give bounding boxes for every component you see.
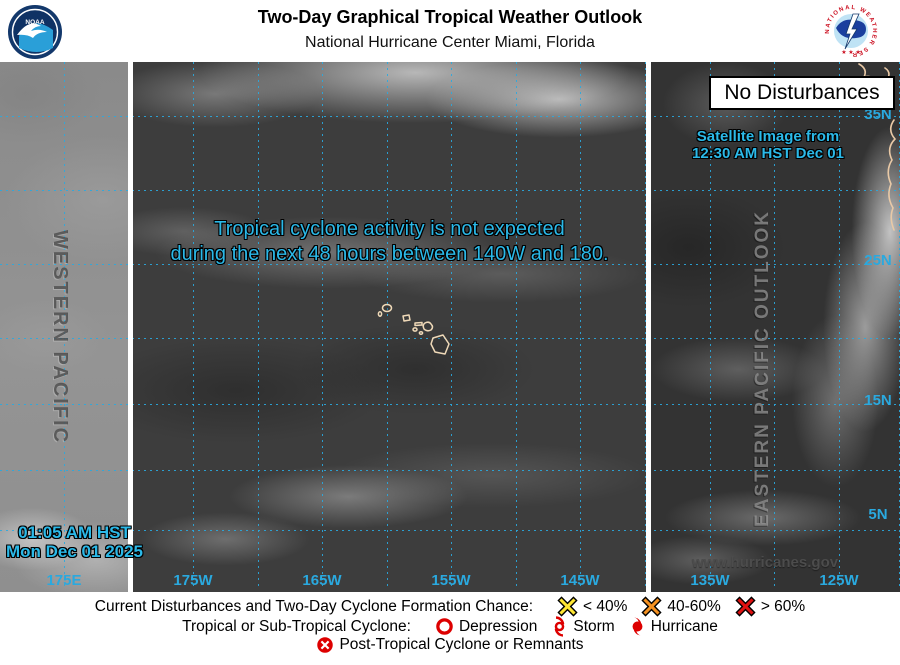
svg-text:★ ★ ★: ★ ★ ★ [841,49,860,56]
legend-item-depression: Depression [435,617,537,636]
legend-item-low-chance: < 40% [557,596,627,617]
no-disturbances-banner: No Disturbances [709,76,895,110]
outlook-message: Tropical cyclone activity is not expecte… [133,217,646,267]
longitude-gridline [322,62,323,590]
longitude-gridline [387,62,388,590]
longitude-gridline [839,62,840,590]
svg-text:NOAA: NOAA [25,19,44,26]
issuance-date: Mon Dec 01 2025 [6,542,144,561]
legend-item-storm: Storm [551,616,615,637]
latitude-gridline [0,530,900,531]
legend: Current Disturbances and Two-Day Cyclone… [0,592,900,665]
x-mid-chance-icon [641,596,662,617]
panel-divider [646,62,651,592]
longitude-label: 175E [46,572,82,589]
legend-low-chance-text: < 40% [583,597,628,615]
latitude-gridline [0,470,900,471]
latitude-label: 15N [864,392,892,409]
longitude-gridline [710,62,711,590]
x-low-chance-icon [557,596,578,617]
satellite-caption: Satellite Image from 12:30 AM HST Dec 01 [658,128,878,162]
latitude-label: 35N [864,106,892,123]
legend-post-tropical-text: Post-Tropical Cyclone or Remnants [339,636,584,653]
outlook-message-line2: during the next 48 hours between 140W an… [170,243,609,265]
outlook-message-line1: Tropical cyclone activity is not expecte… [214,218,565,240]
legend-cyclone-label: Tropical or Sub-Tropical Cyclone: [182,617,411,635]
longitude-label: 165W [302,572,342,589]
central-pacific-panel [133,62,646,592]
longitude-gridline [516,62,517,590]
latitude-gridline [0,116,900,117]
hurricane-icon [632,617,643,636]
legend-item-hurricane: Hurricane [629,616,718,637]
satellite-caption-line2: 12:30 AM HST Dec 01 [691,145,844,162]
post-tropical-icon [317,637,334,653]
satellite-caption-line1: Satellite Image from [696,128,840,145]
latitude-gridline [0,264,900,265]
legend-item-mid-chance: 40-60% [641,596,721,617]
page-subtitle: National Hurricane Center Miami, Florida [305,34,595,51]
latitude-label: 5N [868,506,888,523]
longitude-label: 125W [819,572,859,589]
legend-line-chances: Current Disturbances and Two-Day Cyclone… [0,596,900,617]
longitude-gridline [64,62,65,590]
longitude-label: 145W [560,572,600,589]
nws-logo-icon: NATIONAL WEATHER SERVICE ★ ★ ★ [822,2,879,59]
legend-item-high-chance: > 60% [735,596,805,617]
noaa-logo-icon: NOAA [8,5,62,59]
legend-chances-label: Current Disturbances and Two-Day Cyclone… [94,597,533,615]
longitude-gridline [193,62,194,590]
latitude-label: 25N [864,252,892,269]
satellite-map: 175E 175W 165W 155W 145W 135W 125W 35N 25N 15N 5N … [0,62,900,592]
legend-mid-chance-text: 40-60% [667,597,721,615]
longitude-gridline [258,62,259,590]
longitude-label: 135W [690,572,730,589]
page-title: Two-Day Graphical Tropical Weather Outlo… [257,7,643,27]
eastern-pacific-outlook-label: EASTERN PACIFIC OUTLOOK [752,210,773,527]
legend-line-cyclones: Tropical or Sub-Tropical Cyclone: Depres… [0,616,900,637]
issuance-time: 01:05 AM HST [18,523,131,542]
depression-icon [436,618,453,635]
website-watermark: www.hurricanes.gov [691,554,839,571]
issuance-timestamp: 01:05 AM HST Mon Dec 01 2025 [6,523,143,561]
latitude-gridline [0,404,900,405]
eastern-pacific-panel [651,62,900,592]
header: NOAA Two-Day Graphical Tropical Weather … [0,0,900,62]
western-pacific-label: WESTERN PACIFIC [49,230,71,445]
longitude-gridline [645,62,646,590]
panel-divider [128,62,133,592]
hawaii-islands-outline [377,303,450,355]
legend-high-chance-text: > 60% [760,597,806,615]
longitude-label: 175W [173,572,213,589]
x-high-chance-icon [735,596,756,617]
tropical-storm-icon [555,616,565,637]
latitude-gridline [0,190,900,191]
legend-hurricane-text: Hurricane [650,617,718,635]
longitude-gridline [451,62,452,590]
legend-depression-text: Depression [458,617,538,635]
legend-line-post-tropical: Post-Tropical Cyclone or Remnants [0,636,900,654]
legend-item-post-tropical: Post-Tropical Cyclone or Remnants [316,636,584,654]
latitude-gridline [0,338,900,339]
longitude-gridline [580,62,581,590]
legend-storm-text: Storm [573,617,615,635]
longitude-label: 155W [431,572,471,589]
longitude-gridline [774,62,775,590]
